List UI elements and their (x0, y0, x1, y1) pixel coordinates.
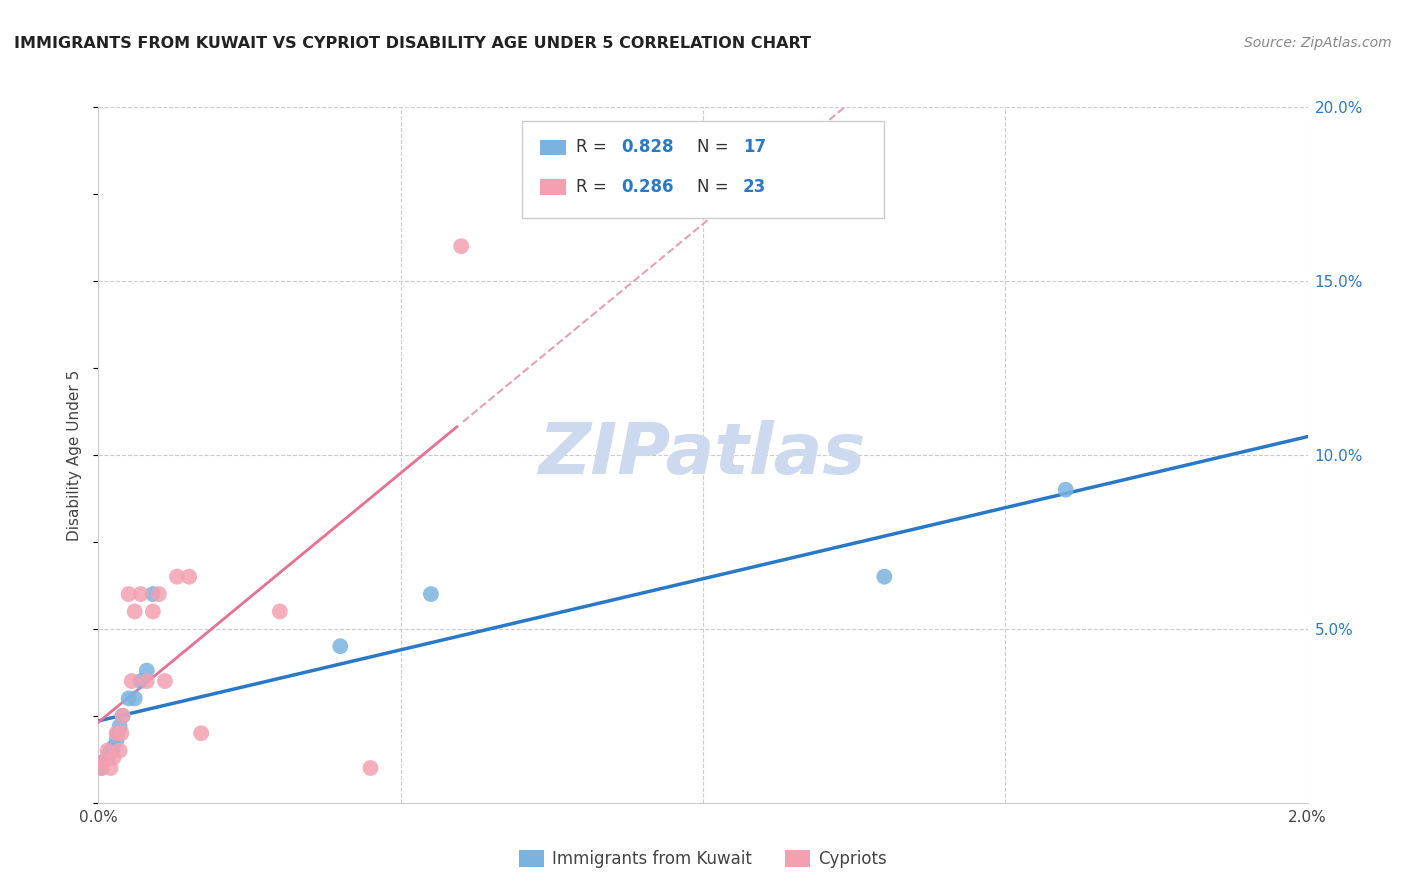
Point (108, 719, 131, 733)
Point (142, 587, 165, 601)
Text: R =: R = (576, 178, 612, 196)
Point (269, 605, 291, 619)
FancyBboxPatch shape (540, 140, 567, 155)
Point (105, 726, 128, 740)
Point (90, 761, 112, 775)
Text: N =: N = (697, 178, 734, 196)
Point (105, 733, 128, 747)
FancyBboxPatch shape (540, 179, 567, 194)
Text: Source: ZipAtlas.com: Source: ZipAtlas.com (1244, 36, 1392, 50)
Point (96, 750, 118, 764)
Point (96, 744, 118, 758)
Text: 0.286: 0.286 (621, 178, 673, 196)
Point (129, 674, 152, 689)
Point (103, 750, 125, 764)
Point (135, 664, 157, 678)
Text: R =: R = (576, 138, 612, 156)
Point (873, 570, 896, 584)
Y-axis label: Disability Age Under 5: Disability Age Under 5 (67, 369, 83, 541)
Point (93, 754, 115, 768)
Point (190, 726, 212, 740)
Point (124, 691, 146, 706)
Point (100, 744, 122, 758)
Point (93, 754, 115, 768)
Text: 17: 17 (742, 138, 766, 156)
Point (121, 674, 143, 689)
Text: 0.828: 0.828 (621, 138, 673, 156)
Text: ZIPatlas: ZIPatlas (540, 420, 866, 490)
Point (111, 708, 134, 723)
Point (166, 570, 188, 584)
FancyBboxPatch shape (522, 121, 884, 219)
Point (129, 587, 152, 601)
Point (148, 587, 170, 601)
Point (329, 639, 352, 653)
Point (103, 740, 125, 755)
Point (108, 744, 131, 758)
Point (360, 761, 382, 775)
Text: IMMIGRANTS FROM KUWAIT VS CYPRIOT DISABILITY AGE UNDER 5 CORRELATION CHART: IMMIGRANTS FROM KUWAIT VS CYPRIOT DISABI… (14, 36, 811, 51)
Point (450, 239, 472, 253)
Point (420, 587, 443, 601)
Point (118, 691, 141, 706)
Text: 23: 23 (742, 178, 766, 196)
Point (135, 674, 157, 689)
Point (90, 761, 112, 775)
Point (110, 726, 132, 740)
Point (142, 605, 165, 619)
Point (179, 570, 201, 584)
Point (118, 587, 141, 601)
Point (153, 674, 176, 689)
Text: N =: N = (697, 138, 734, 156)
Point (100, 761, 122, 775)
Point (111, 708, 134, 723)
Point (124, 605, 146, 619)
Legend: Immigrants from Kuwait, Cypriots: Immigrants from Kuwait, Cypriots (512, 843, 894, 875)
Point (1054, 483, 1077, 497)
Point (107, 726, 129, 740)
